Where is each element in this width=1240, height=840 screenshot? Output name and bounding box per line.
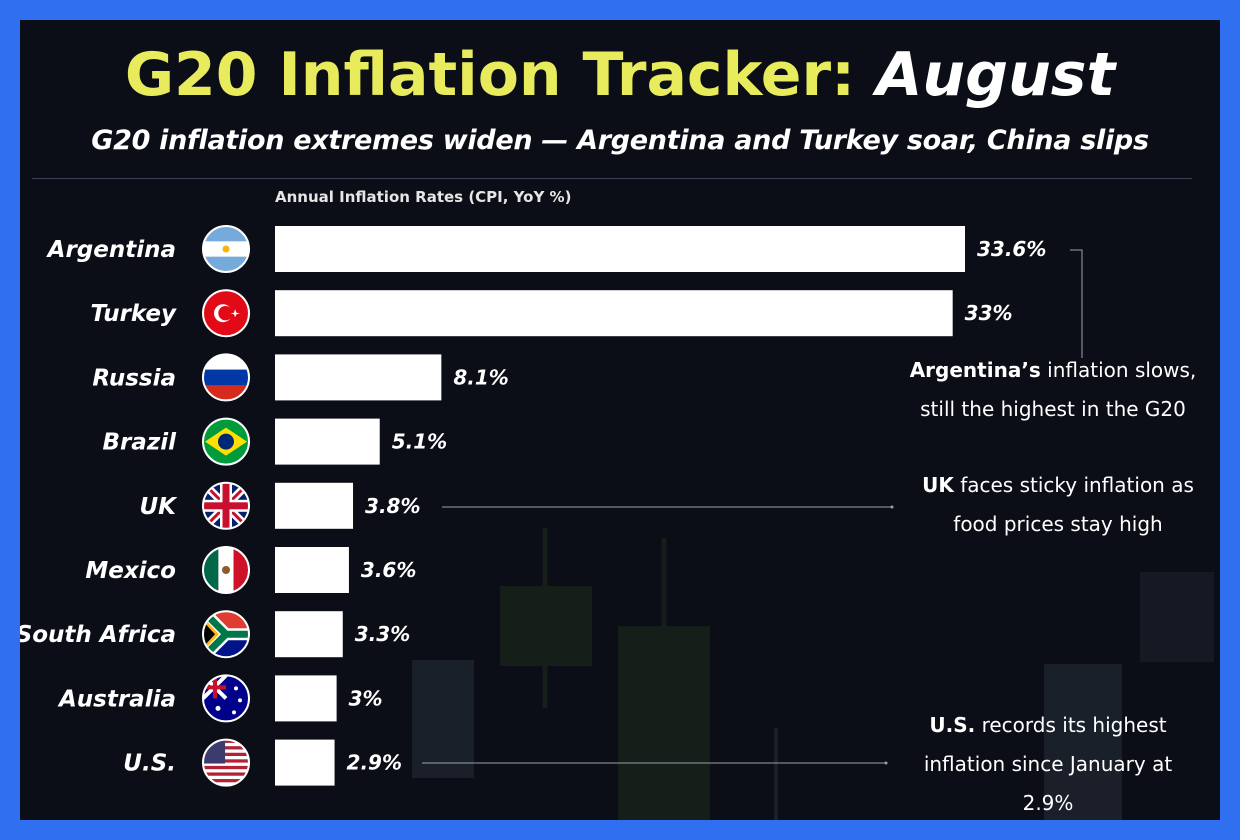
annotation-uk-bold: UK — [922, 473, 954, 497]
category-label: Brazil — [102, 430, 177, 456]
us-flag-icon — [202, 738, 250, 787]
title-main: G20 Inflation Tracker: — [124, 40, 856, 110]
argentina-flag-icon — [202, 225, 250, 273]
south-africa-flag-icon — [202, 610, 250, 659]
category-label: Australia — [57, 686, 176, 712]
category-label: U.S. — [123, 751, 176, 777]
bar — [275, 675, 337, 722]
category-label: Mexico — [85, 558, 176, 584]
annotation-us-text: records its highest — [975, 713, 1167, 737]
chart-frame: G20 Inflation Tracker: August G20 inflat… — [20, 20, 1220, 820]
turkey-flag-icon — [202, 289, 250, 338]
value-label: 5.1% — [392, 430, 447, 454]
chart-subtitle: G20 inflation extremes widen — Argentina… — [91, 125, 1149, 156]
annotation-argentina-line2: still the highest in the G20 — [920, 397, 1186, 421]
annotation-argentina: Argentina’s inflation slows, still the h… — [898, 351, 1208, 429]
bar — [275, 547, 349, 593]
bar — [275, 354, 442, 401]
title-month: August — [875, 40, 1116, 110]
annotation-argentina-bold: Argentina’s — [909, 358, 1041, 382]
value-label: 33% — [965, 301, 1013, 325]
candlestick-background — [412, 528, 1214, 820]
value-label: 3.3% — [355, 622, 410, 646]
bar — [275, 739, 335, 786]
annotation-us-bold: U.S. — [929, 713, 976, 737]
category-label: Russia — [92, 365, 176, 391]
annotation-lines — [422, 249, 1083, 765]
bar — [275, 418, 380, 465]
bar — [275, 226, 965, 272]
category-label: Argentina — [46, 237, 176, 263]
value-label: 33.6% — [977, 237, 1046, 261]
divider — [32, 178, 1192, 179]
value-label: 3.6% — [361, 558, 416, 582]
mexico-flag-icon — [202, 546, 250, 594]
brazil-flag-icon — [202, 417, 250, 466]
value-label: 2.9% — [347, 751, 402, 775]
category-label: Turkey — [90, 301, 177, 327]
russia-flag-icon — [202, 353, 250, 402]
bar — [275, 290, 953, 337]
annotation-us: U.S. records its highest inflation since… — [898, 706, 1198, 820]
value-label: 3.8% — [365, 494, 420, 518]
candlestick-decoration — [412, 528, 1214, 820]
annotation-uk-line2: food prices stay high — [953, 512, 1163, 536]
australia-flag-icon — [202, 674, 250, 723]
category-label: UK — [140, 494, 179, 520]
value-label: 3% — [349, 686, 383, 710]
chart-title: G20 Inflation Tracker: August — [20, 42, 1220, 108]
value-label: 8.1% — [453, 365, 508, 389]
bar — [275, 611, 343, 658]
annotation-uk-text: faces sticky inflation as — [953, 473, 1194, 497]
annotation-argentina-text: inflation slows, — [1040, 358, 1197, 382]
category-label: South Africa — [20, 622, 176, 648]
annotation-uk: UK faces sticky inflation as food prices… — [898, 466, 1218, 544]
annotation-us-line2: inflation since January at — [923, 752, 1173, 776]
bar — [275, 482, 354, 529]
argentina-annotation-line — [1070, 249, 1083, 358]
x-axis-label: Annual Inflation Rates (CPI, YoY %) — [275, 188, 572, 206]
uk-flag-icon — [202, 481, 250, 530]
bar-chart: Argentina 33.6% Turkey 33% Russia 8.1% Brazil 5… — [20, 225, 1046, 787]
annotation-us-line3: 2.9% — [1022, 791, 1074, 815]
